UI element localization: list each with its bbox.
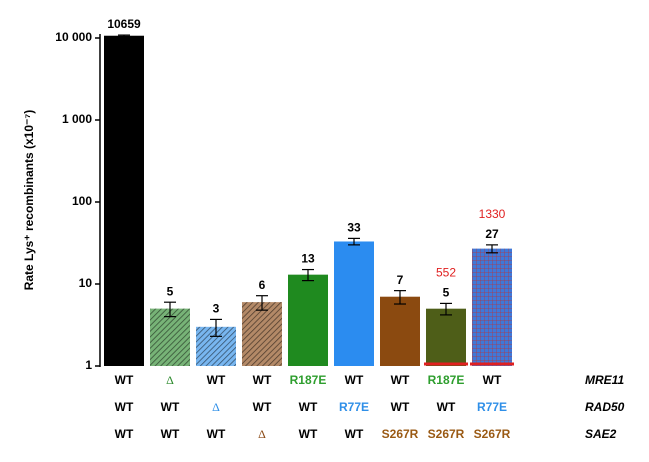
genotype-cell: S267R xyxy=(382,427,419,441)
genotype-cell: S267R xyxy=(428,427,465,441)
data-label: 27 xyxy=(485,227,499,241)
genotype-cell: WT xyxy=(207,373,226,387)
genotype-cell: S267R xyxy=(474,427,511,441)
genotype-cell: Δ xyxy=(258,427,266,441)
genotype-cell: WT xyxy=(483,373,502,387)
bar xyxy=(426,308,466,366)
y-tick-label: 100 xyxy=(72,194,92,208)
genotype-cell: WT xyxy=(253,400,272,414)
data-label: 7 xyxy=(397,273,404,287)
y-tick-label: 10 000 xyxy=(55,30,92,44)
genotype-cell: WT xyxy=(253,373,272,387)
red-label: 552 xyxy=(436,266,456,280)
genotype-cell: WT xyxy=(115,373,134,387)
data-label: 6 xyxy=(259,278,266,292)
genotype-cell: R77E xyxy=(339,400,369,414)
y-axis-label: Rate Lys⁺ recombinants (x10⁻⁷) xyxy=(22,110,36,291)
genotype-cell: WT xyxy=(207,427,226,441)
genotype-cell: WT xyxy=(391,400,410,414)
genotype-cell: WT xyxy=(391,373,410,387)
genotype-cell: R187E xyxy=(428,373,465,387)
genotype-cell: WT xyxy=(299,427,318,441)
genotype-cell: Δ xyxy=(212,400,220,414)
genotype-name: MRE11 xyxy=(585,373,624,387)
genotype-cell: WT xyxy=(345,427,364,441)
bar xyxy=(334,241,374,366)
genotype-cell: WT xyxy=(299,400,318,414)
genotype-name: RAD50 xyxy=(585,400,625,414)
bar-pattern xyxy=(150,308,190,366)
genotype-cell: WT xyxy=(115,427,134,441)
genotype-cell: WT xyxy=(161,427,180,441)
data-label: 33 xyxy=(347,221,361,235)
bar-pattern xyxy=(472,248,512,366)
bar xyxy=(380,296,420,366)
y-tick-label: 1 xyxy=(85,358,92,372)
data-label: 5 xyxy=(167,284,174,298)
genotype-cell: WT xyxy=(345,373,364,387)
bar-pattern xyxy=(242,302,282,366)
bar xyxy=(104,35,144,367)
genotype-cell: WT xyxy=(115,400,134,414)
red-label: 1330 xyxy=(479,207,506,221)
data-label: 13 xyxy=(301,252,315,266)
data-label: 5 xyxy=(443,286,450,300)
genotype-cell: Δ xyxy=(166,373,174,387)
bar xyxy=(288,274,328,366)
y-tick-label: 1 000 xyxy=(62,112,92,126)
genotype-cell: R77E xyxy=(477,400,507,414)
genotype-cell: WT xyxy=(161,400,180,414)
genotype-cell: R187E xyxy=(290,373,327,387)
genotype-cell: WT xyxy=(437,400,456,414)
genotype-name: SAE2 xyxy=(585,427,617,441)
data-label: 10659 xyxy=(107,17,141,31)
data-label: 3 xyxy=(213,302,220,316)
y-tick-label: 10 xyxy=(79,276,93,290)
